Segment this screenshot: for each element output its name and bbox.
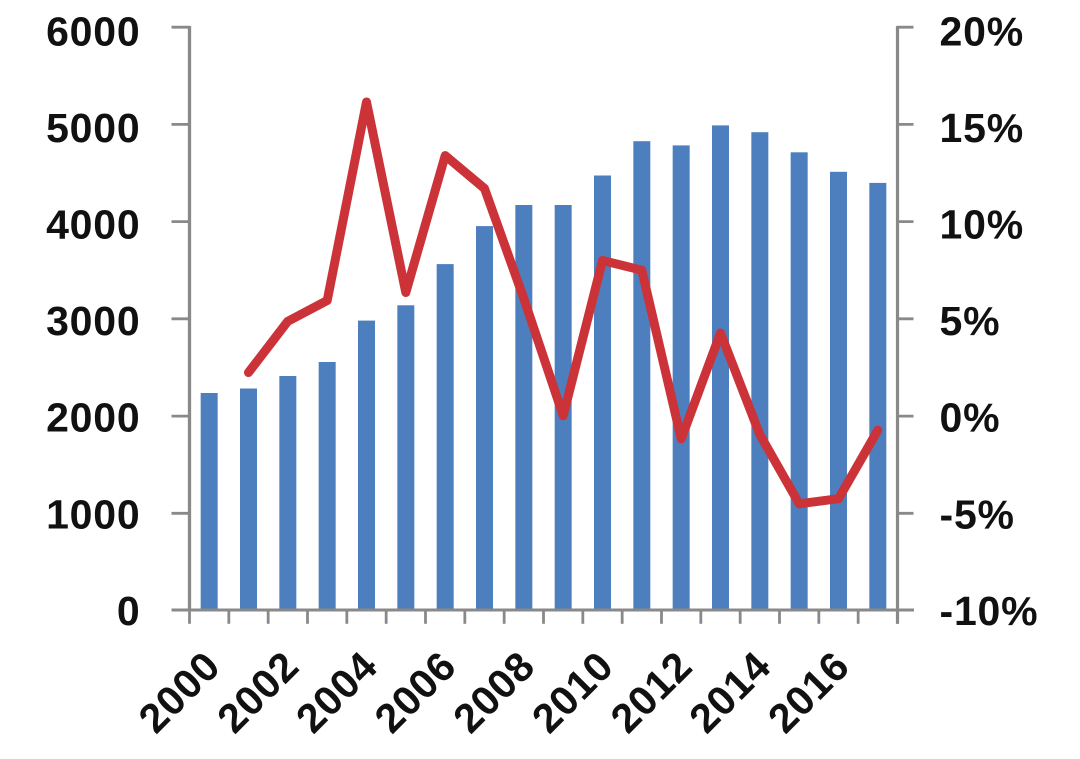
svg-text:10%: 10%	[940, 202, 1024, 248]
svg-text:0: 0	[117, 588, 141, 634]
svg-text:2012: 2012	[602, 642, 701, 741]
svg-text:2000: 2000	[46, 395, 140, 441]
svg-text:2014: 2014	[680, 642, 779, 741]
svg-text:3000: 3000	[46, 298, 140, 344]
svg-text:-5%: -5%	[940, 491, 1015, 537]
svg-text:2016: 2016	[759, 642, 858, 741]
svg-text:5%: 5%	[940, 298, 1001, 344]
svg-text:-10%: -10%	[940, 588, 1039, 634]
svg-text:4000: 4000	[46, 202, 140, 248]
svg-text:15%: 15%	[940, 105, 1024, 151]
svg-text:2004: 2004	[287, 642, 386, 741]
svg-text:1000: 1000	[46, 491, 140, 537]
svg-text:2002: 2002	[208, 642, 307, 741]
svg-text:20%: 20%	[940, 8, 1024, 54]
svg-text:0%: 0%	[940, 395, 1001, 441]
svg-text:5000: 5000	[46, 105, 140, 151]
svg-text:2000: 2000	[130, 642, 229, 741]
svg-text:2006: 2006	[366, 642, 465, 741]
svg-text:2010: 2010	[523, 642, 622, 741]
svg-text:6000: 6000	[46, 8, 140, 54]
svg-text:2008: 2008	[444, 642, 543, 741]
